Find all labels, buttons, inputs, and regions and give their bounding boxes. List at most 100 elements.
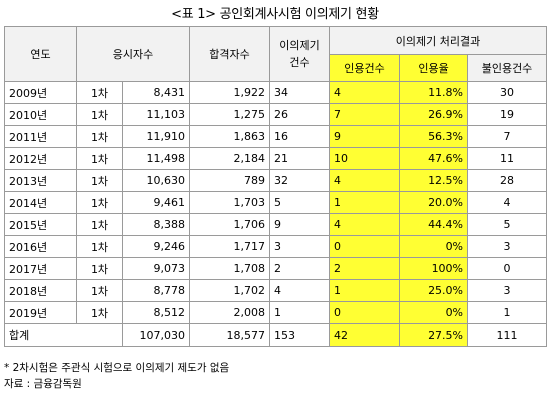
notes: * 2차시험은 주관식 시험으로 이의제기 제도가 없음 자료 : 금융감독원 <box>4 360 229 392</box>
cell-objections: 16 <box>269 125 331 148</box>
cell-passers: 1,275 <box>189 103 271 126</box>
cell-applicants: 11,498 <box>121 147 191 170</box>
footnote: * 2차시험은 주관식 시험으로 이의제기 제도가 없음 <box>4 362 230 374</box>
cell-applicants: 8,778 <box>121 279 191 302</box>
cell-total-rejected: 111 <box>467 323 548 347</box>
cell-accepted: 2 <box>329 257 401 280</box>
cell-applicants: 8,431 <box>121 81 191 104</box>
cell-objections: 21 <box>269 147 331 170</box>
cell-rate: 12.5% <box>399 169 469 192</box>
header-year: 연도 <box>4 26 77 82</box>
cell-rejected: 0 <box>467 257 548 280</box>
cell-objections: 9 <box>269 213 331 236</box>
cell-total-objections: 153 <box>269 323 331 347</box>
cell-accepted: 1 <box>329 279 401 302</box>
cell-accepted: 0 <box>329 301 401 324</box>
cell-applicants: 9,073 <box>121 257 191 280</box>
cell-accepted: 10 <box>329 147 401 170</box>
cell-rate: 25.0% <box>399 279 469 302</box>
cell-year: 2011년 <box>4 125 77 148</box>
cell-rejected: 28 <box>467 169 548 192</box>
table-body: 2009년 1차 8,431 1,922 34 4 11.8% 30 2010년 1차 11,103… <box>4 81 548 347</box>
cell-round: 1차 <box>76 103 123 126</box>
table-row: 2011년 1차 11,910 1,863 16 9 56.3% 7 <box>4 125 548 148</box>
cell-year: 2012년 <box>4 147 77 170</box>
cell-applicants: 10,630 <box>121 169 191 192</box>
cell-rejected: 11 <box>467 147 548 170</box>
cell-total-accepted: 42 <box>329 323 401 347</box>
header-rejected: 불인용건수 <box>467 54 548 82</box>
table-row: 2014년 1차 9,461 1,703 5 1 20.0% 4 <box>4 191 548 214</box>
total-row: 합계 107,030 18,577 153 42 27.5% 111 <box>4 323 548 347</box>
cell-round: 1차 <box>76 125 123 148</box>
table-row: 2017년 1차 9,073 1,708 2 2 100% 0 <box>4 257 548 280</box>
cell-year: 2018년 <box>4 279 77 302</box>
cell-objections: 26 <box>269 103 331 126</box>
cell-rate: 20.0% <box>399 191 469 214</box>
cell-applicants: 8,388 <box>121 213 191 236</box>
table-row: 2010년 1차 11,103 1,275 26 7 26.9% 19 <box>4 103 548 126</box>
cell-applicants: 9,246 <box>121 235 191 258</box>
cell-total-passers: 18,577 <box>189 323 271 347</box>
cell-total-applicants: 107,030 <box>121 323 191 347</box>
header-result-group: 이의제기 처리결과 <box>329 26 548 55</box>
table-row: 2016년 1차 9,246 1,717 3 0 0% 3 <box>4 235 548 258</box>
cell-applicants: 9,461 <box>121 191 191 214</box>
cell-applicants: 8,512 <box>121 301 191 324</box>
cell-rate: 56.3% <box>399 125 469 148</box>
cell-passers: 789 <box>189 169 271 192</box>
cell-passers: 1,922 <box>189 81 271 104</box>
cell-year: 2010년 <box>4 103 77 126</box>
header-passers: 합격자수 <box>189 26 271 82</box>
cell-objections: 3 <box>269 235 331 258</box>
cell-round: 1차 <box>76 213 123 236</box>
cell-objections: 1 <box>269 301 331 324</box>
cell-round: 1차 <box>76 257 123 280</box>
cell-passers: 1,863 <box>189 125 271 148</box>
cell-rejected: 5 <box>467 213 548 236</box>
header-rate: 인용율 <box>399 54 469 82</box>
table-row: 2018년 1차 8,778 1,702 4 1 25.0% 3 <box>4 279 548 302</box>
cell-rejected: 3 <box>467 279 548 302</box>
cell-rejected: 3 <box>467 235 548 258</box>
cell-rate: 100% <box>399 257 469 280</box>
cell-round: 1차 <box>76 81 123 104</box>
table-row: 2013년 1차 10,630 789 32 4 12.5% 28 <box>4 169 548 192</box>
cell-year: 2016년 <box>4 235 77 258</box>
header-accepted: 인용건수 <box>329 54 401 82</box>
cell-passers: 2,184 <box>189 147 271 170</box>
cell-rejected: 7 <box>467 125 548 148</box>
cell-objections: 2 <box>269 257 331 280</box>
cell-total-label: 합계 <box>4 323 123 347</box>
cell-passers: 1,708 <box>189 257 271 280</box>
cell-year: 2015년 <box>4 213 77 236</box>
cell-round: 1차 <box>76 191 123 214</box>
cell-objections: 4 <box>269 279 331 302</box>
cell-rejected: 1 <box>467 301 548 324</box>
cell-applicants: 11,103 <box>121 103 191 126</box>
cell-year: 2009년 <box>4 81 77 104</box>
cell-applicants: 11,910 <box>121 125 191 148</box>
cell-round: 1차 <box>76 169 123 192</box>
cell-round: 1차 <box>76 301 123 324</box>
cell-year: 2017년 <box>4 257 77 280</box>
cell-rate: 26.9% <box>399 103 469 126</box>
cell-passers: 2,008 <box>189 301 271 324</box>
cell-accepted: 0 <box>329 235 401 258</box>
cell-objections: 34 <box>269 81 331 104</box>
table-row: 2015년 1차 8,388 1,706 9 4 44.4% 5 <box>4 213 548 236</box>
cell-passers: 1,706 <box>189 213 271 236</box>
cell-rate: 0% <box>399 301 469 324</box>
cell-objections: 32 <box>269 169 331 192</box>
cell-rate: 44.4% <box>399 213 469 236</box>
cell-rejected: 30 <box>467 81 548 104</box>
cell-passers: 1,702 <box>189 279 271 302</box>
cell-year: 2013년 <box>4 169 77 192</box>
cell-year: 2014년 <box>4 191 77 214</box>
cell-accepted: 9 <box>329 125 401 148</box>
cell-accepted: 4 <box>329 81 401 104</box>
table-title: <표 1> 공인회계사시험 이의제기 현황 <box>171 7 379 22</box>
cell-accepted: 7 <box>329 103 401 126</box>
table-row: 2012년 1차 11,498 2,184 21 10 47.6% 11 <box>4 147 548 170</box>
table-row: 2009년 1차 8,431 1,922 34 4 11.8% 30 <box>4 81 548 104</box>
